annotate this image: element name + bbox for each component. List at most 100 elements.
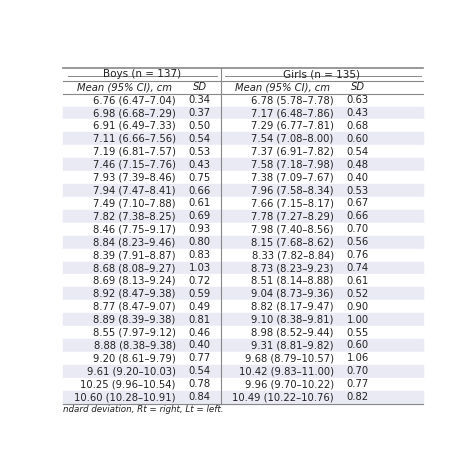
Text: 0.93: 0.93 [189,224,211,234]
Text: 7.37 (6.91–7.82): 7.37 (6.91–7.82) [251,147,334,157]
Bar [63,339,423,352]
Text: 0.78: 0.78 [189,379,211,389]
Text: 9.20 (8.61–9.79): 9.20 (8.61–9.79) [93,354,176,364]
Text: 0.66: 0.66 [189,185,211,195]
Text: 8.39 (7.91–8.87): 8.39 (7.91–8.87) [93,250,176,260]
Text: 0.67: 0.67 [346,199,369,209]
Bar [63,223,423,236]
Text: 0.40: 0.40 [346,173,369,182]
Text: ndard deviation, Rt = right, Lt = left.: ndard deviation, Rt = right, Lt = left. [63,405,223,414]
Text: 0.53: 0.53 [346,185,369,195]
Bar [63,146,423,158]
Text: 10.60 (10.28–10.91): 10.60 (10.28–10.91) [74,392,176,402]
Text: 7.19 (6.81–7.57): 7.19 (6.81–7.57) [93,147,176,157]
Text: 0.61: 0.61 [346,276,369,286]
Text: 0.43: 0.43 [346,108,369,118]
Bar [63,378,423,391]
Bar [63,236,423,249]
Text: 6.78 (5.78–7.78): 6.78 (5.78–7.78) [251,95,334,105]
Text: Mean (95% CI), cm: Mean (95% CI), cm [77,82,172,92]
Text: 7.11 (6.66–7.56): 7.11 (6.66–7.56) [93,134,176,144]
Text: 0.70: 0.70 [346,224,369,234]
Text: 7.98 (7.40–8.56): 7.98 (7.40–8.56) [251,224,334,234]
Text: 0.70: 0.70 [346,366,369,376]
Text: 7.82 (7.38–8.25): 7.82 (7.38–8.25) [93,211,176,221]
Text: 8.55 (7.97–9.12): 8.55 (7.97–9.12) [93,328,176,337]
Text: 8.98 (8.52–9.44): 8.98 (8.52–9.44) [251,328,334,337]
Text: 8.92 (8.47–9.38): 8.92 (8.47–9.38) [93,289,176,299]
Bar [63,274,423,287]
Text: 0.54: 0.54 [189,366,211,376]
Text: 7.46 (7.15–7.76): 7.46 (7.15–7.76) [93,160,176,170]
Text: 10.49 (10.22–10.76): 10.49 (10.22–10.76) [232,392,334,402]
Bar [63,365,423,378]
Text: 0.63: 0.63 [346,95,369,105]
Text: 0.53: 0.53 [189,147,211,157]
Text: 0.82: 0.82 [346,392,369,402]
Text: Mean (95% CI), cm: Mean (95% CI), cm [235,82,330,92]
Text: 1.03: 1.03 [189,263,211,273]
Text: 1.06: 1.06 [346,354,369,364]
Text: 0.74: 0.74 [346,263,369,273]
Text: 8.88 (8.38–9.38): 8.88 (8.38–9.38) [94,340,176,350]
Bar [63,391,423,403]
Text: 9.04 (8.73–9.36): 9.04 (8.73–9.36) [251,289,334,299]
Text: 7.49 (7.10–7.88): 7.49 (7.10–7.88) [93,199,176,209]
Bar [63,301,423,313]
Text: 9.10 (8.38–9.81): 9.10 (8.38–9.81) [251,315,334,325]
Text: 7.94 (7.47–8.41): 7.94 (7.47–8.41) [93,185,176,195]
Text: 6.91 (6.49–7.33): 6.91 (6.49–7.33) [93,121,176,131]
Bar [63,262,423,274]
Text: 7.54 (7.08–8.00): 7.54 (7.08–8.00) [251,134,334,144]
Text: 7.17 (6.48–7.86): 7.17 (6.48–7.86) [251,108,334,118]
Text: 0.43: 0.43 [189,160,211,170]
Text: 0.46: 0.46 [189,328,211,337]
Text: 9.61 (9.20–10.03): 9.61 (9.20–10.03) [87,366,176,376]
Bar [63,326,423,339]
Text: 0.34: 0.34 [189,95,211,105]
Text: 0.80: 0.80 [189,237,211,247]
Text: 8.73 (8.23–9.23): 8.73 (8.23–9.23) [251,263,334,273]
Bar [63,171,423,184]
Text: 0.76: 0.76 [346,250,369,260]
Bar [63,107,423,119]
Text: 8.77 (8.47–9.07): 8.77 (8.47–9.07) [93,302,176,312]
Text: 0.69: 0.69 [189,211,211,221]
Text: 0.77: 0.77 [189,354,211,364]
Text: 8.15 (7.68–8.62): 8.15 (7.68–8.62) [251,237,334,247]
Text: 7.78 (7.27–8.29): 7.78 (7.27–8.29) [251,211,334,221]
Text: 0.40: 0.40 [189,340,211,350]
Text: 0.61: 0.61 [189,199,211,209]
Bar [63,287,423,301]
Text: 8.82 (8.17–9.47): 8.82 (8.17–9.47) [251,302,334,312]
Bar [63,158,423,171]
Text: 7.58 (7.18–7.98): 7.58 (7.18–7.98) [251,160,334,170]
Text: 0.37: 0.37 [189,108,211,118]
Text: 8.68 (8.08–9.27): 8.68 (8.08–9.27) [93,263,176,273]
Text: SD: SD [193,82,207,92]
Text: 0.60: 0.60 [346,340,369,350]
Text: 6.98 (6.68–7.29): 6.98 (6.68–7.29) [93,108,176,118]
Text: 0.54: 0.54 [346,147,369,157]
Bar [63,197,423,210]
Text: 8.33 (7.82–8.84): 8.33 (7.82–8.84) [252,250,334,260]
Text: SD: SD [351,82,365,92]
Text: 0.90: 0.90 [346,302,369,312]
Text: Girls (n = 135): Girls (n = 135) [283,69,360,79]
Text: 7.38 (7.09–7.67): 7.38 (7.09–7.67) [251,173,334,182]
Text: 0.77: 0.77 [346,379,369,389]
Text: 0.52: 0.52 [346,289,369,299]
Text: 8.46 (7.75–9.17): 8.46 (7.75–9.17) [93,224,176,234]
Text: 8.51 (8.14–8.88): 8.51 (8.14–8.88) [251,276,334,286]
Text: 9.96 (9.70–10.22): 9.96 (9.70–10.22) [245,379,334,389]
Text: 0.75: 0.75 [189,173,211,182]
Bar [63,119,423,132]
Bar [63,249,423,262]
Text: 0.84: 0.84 [189,392,211,402]
Text: 6.76 (6.47–7.04): 6.76 (6.47–7.04) [93,95,176,105]
Text: 0.66: 0.66 [346,211,369,221]
Bar [63,132,423,146]
Text: 9.31 (8.81–9.82): 9.31 (8.81–9.82) [251,340,334,350]
Text: 10.25 (9.96–10.54): 10.25 (9.96–10.54) [80,379,176,389]
Text: 0.72: 0.72 [189,276,211,286]
